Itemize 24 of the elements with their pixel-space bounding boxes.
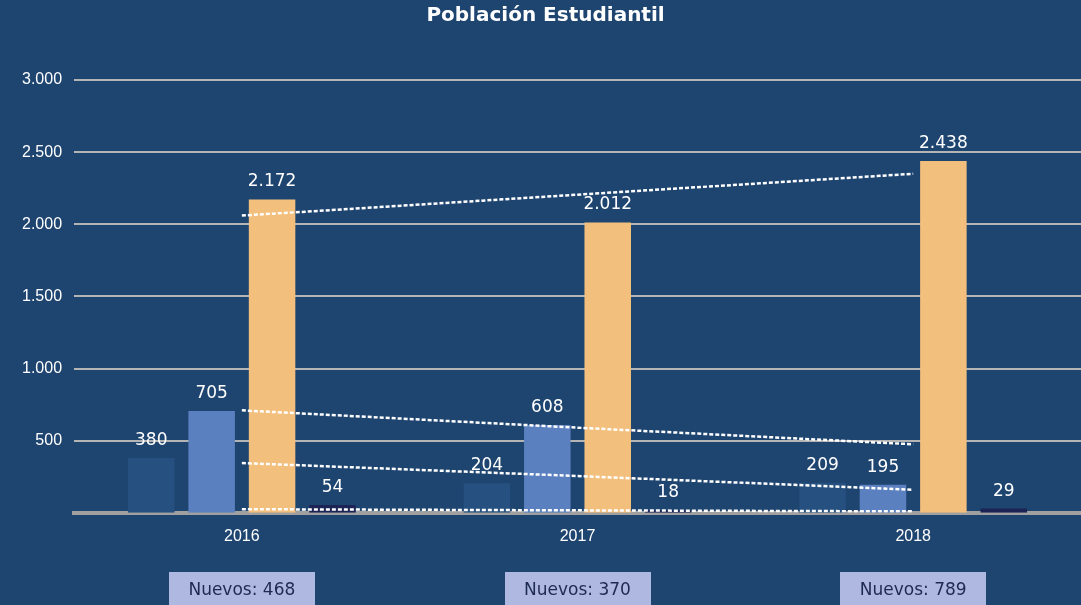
data-label: 29 xyxy=(992,479,1015,500)
chart-title: Población Estudiantil xyxy=(426,2,665,27)
data-label: 18 xyxy=(657,481,679,502)
data-label: 2.012 xyxy=(583,193,633,214)
data-label: 2.172 xyxy=(247,170,297,191)
x-tick-label: 2018 xyxy=(895,526,932,544)
data-label: 195 xyxy=(866,455,900,476)
data-label: 2.438 xyxy=(919,132,968,152)
data-label: 54 xyxy=(321,475,344,496)
y-tick-label: 1.500 xyxy=(21,286,63,304)
text: Nuevos: 468 xyxy=(168,572,315,605)
y-tick-label: 1.000 xyxy=(21,358,63,376)
text: Nuevos: 789 xyxy=(840,572,987,605)
x-tick-label: 2016 xyxy=(224,526,260,544)
y-tick-label: 3.000 xyxy=(21,70,63,88)
y-tick-label: 2.500 xyxy=(21,142,63,160)
y-tick-label: 500 xyxy=(35,431,63,449)
data-label: 209 xyxy=(806,453,839,474)
x-tick-label: 2017 xyxy=(559,526,596,544)
data-label: 608 xyxy=(531,396,564,417)
text: Nuevos: 370 xyxy=(504,572,651,605)
data-label: 705 xyxy=(195,382,228,403)
y-tick-label: 2.000 xyxy=(21,214,63,232)
data-label: 204 xyxy=(470,454,504,475)
